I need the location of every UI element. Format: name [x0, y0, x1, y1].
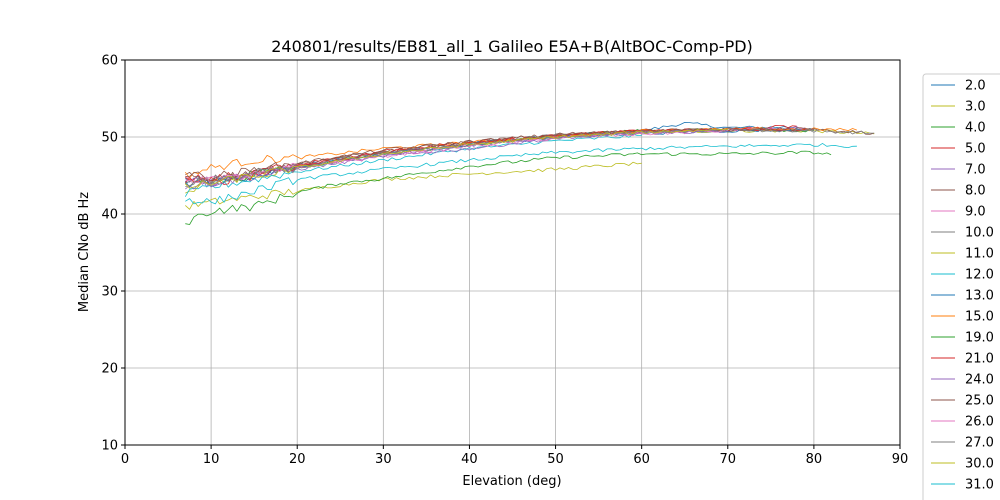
x-tick-label: 60 — [633, 452, 650, 467]
legend-entry: 26.0 — [965, 415, 994, 430]
series-group — [184, 122, 875, 225]
x-tick-label: 10 — [203, 452, 220, 467]
legend-entry: 8.0 — [965, 184, 986, 199]
legend-entry: 24.0 — [965, 373, 994, 388]
grid — [124, 59, 901, 446]
legend: 2.0 3.0 4.0 5.0 7.0 8.0 9.0 10.0 11.0 12.0 13.0 15.… — [922, 73, 1000, 500]
legend-entry: 3.0 — [965, 100, 986, 115]
legend-entry: 5.0 — [965, 142, 986, 157]
legend-entry: 31.0 — [965, 478, 994, 493]
x-axis-label: Elevation (deg) — [462, 474, 561, 489]
plot-frame — [124, 59, 901, 446]
legend-entry: 11.0 — [965, 247, 994, 262]
legend-entry: 25.0 — [965, 394, 994, 409]
legend-frame — [922, 73, 1000, 500]
legend-entry: 21.0 — [965, 352, 994, 367]
series-line — [185, 161, 642, 210]
y-tick-label: 50 — [101, 131, 118, 146]
series-line — [185, 127, 814, 182]
series-line — [185, 127, 814, 183]
legend-entry: 10.0 — [965, 226, 994, 241]
chart-title: 240801/results/EB81_all_1 Galileo E5A+B(… — [271, 37, 753, 57]
series-line — [185, 150, 832, 225]
series-line — [185, 129, 728, 190]
legend-entry: 13.0 — [965, 289, 994, 304]
y-axis: 10 20 30 40 50 60 — [101, 54, 125, 454]
series-line — [184, 127, 806, 185]
y-tick-label: 30 — [101, 285, 118, 300]
x-tick-label: 50 — [547, 452, 564, 467]
series-line — [184, 133, 642, 197]
x-tick-label: 30 — [375, 452, 392, 467]
x-tick-label: 70 — [720, 452, 737, 467]
legend-entry: 7.0 — [965, 163, 986, 178]
y-axis-label: Median CNo dB Hz — [77, 192, 92, 312]
series-line — [185, 128, 728, 189]
x-tick-label: 20 — [289, 452, 306, 467]
x-tick-label: 40 — [461, 452, 478, 467]
series-line — [185, 126, 806, 188]
legend-entry: 27.0 — [965, 436, 994, 451]
legend-entry: 19.0 — [965, 331, 994, 346]
y-tick-label: 20 — [101, 362, 118, 377]
y-tick-label: 10 — [101, 439, 118, 454]
series-line — [185, 129, 728, 186]
y-tick-label: 60 — [101, 54, 118, 69]
legend-entry: 2.0 — [965, 79, 986, 94]
series-line — [185, 128, 815, 187]
x-tick-label: 90 — [892, 452, 909, 467]
x-tick-label: 80 — [806, 452, 823, 467]
legend-entry: 9.0 — [965, 205, 986, 220]
x-tick-label: 0 — [121, 452, 129, 467]
legend-entry: 15.0 — [965, 310, 994, 325]
legend-entry: 12.0 — [965, 268, 994, 283]
y-tick-label: 40 — [101, 208, 118, 223]
x-axis: 0 10 20 30 40 50 60 70 80 90 — [121, 445, 908, 467]
plot-area — [184, 122, 875, 225]
legend-entry: 4.0 — [965, 121, 986, 136]
series-line — [185, 143, 857, 205]
legend-entry: 30.0 — [965, 457, 994, 472]
